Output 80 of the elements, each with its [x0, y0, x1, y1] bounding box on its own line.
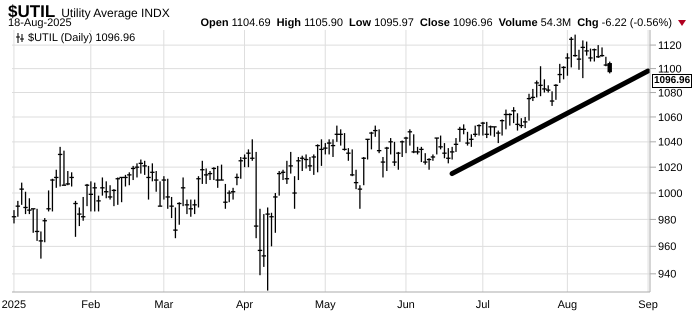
candlestick: [230, 187, 236, 200]
y-tick-label: 1120: [658, 40, 682, 52]
candlestick: [554, 83, 558, 100]
candlestick: [515, 112, 520, 132]
x-tick-label: 2025: [2, 298, 26, 311]
candlestick: [173, 206, 178, 239]
candlestick: [223, 183, 228, 210]
candlestick: [138, 158, 144, 174]
candlestick: [446, 147, 450, 164]
y-tick-label: 1040: [658, 136, 682, 149]
y-tick-label: 1060: [658, 112, 682, 124]
x-tick-label: Aug: [558, 298, 578, 311]
candlestick: [492, 126, 497, 138]
y-tick-label: 960: [658, 241, 676, 254]
x-tick-label: Mar: [154, 298, 174, 311]
x-tick-label: Sep: [638, 298, 658, 311]
text: Close 1096.96: [420, 17, 493, 29]
x-tick-label: May: [314, 298, 336, 311]
candlestick: [569, 36, 574, 68]
text: High 1105.90: [276, 17, 344, 29]
text: Chg -6.22 (-0.56%): [577, 17, 672, 29]
candlestick: [92, 182, 97, 212]
candlestick: [538, 66, 543, 97]
text: Volume 54.3M: [498, 17, 572, 29]
candlestick: [511, 106, 516, 124]
candlestick: [400, 140, 404, 158]
candlestick: [334, 124, 340, 142]
candlestick: [62, 150, 66, 186]
y-tick-label: 1000: [658, 188, 682, 200]
candlestick: [284, 160, 290, 185]
candlestick: [200, 160, 205, 185]
y-tick-label: 1020: [658, 162, 682, 174]
candlestick: [596, 44, 600, 59]
y-tick-label: 940: [658, 268, 676, 281]
candlestick: [354, 169, 358, 190]
text: 18-Aug-2025: [8, 17, 72, 29]
candlestick: [526, 93, 532, 122]
text: 1096.96: [652, 74, 692, 88]
candlestick: [88, 180, 94, 212]
candlestick: [592, 48, 597, 62]
y-tick-label: 1080: [658, 87, 682, 100]
text: Low 1095.97: [349, 17, 414, 29]
x-tick-label: Apr: [236, 298, 254, 311]
candlestick: [338, 128, 343, 146]
candlestick: [458, 126, 462, 142]
candlestick: [16, 200, 20, 218]
candlestick: [519, 118, 524, 129]
candlestick: [134, 162, 140, 178]
candlestick: [19, 182, 24, 206]
candlestick: [419, 146, 424, 163]
candlestick: [600, 46, 604, 58]
candlestick: [461, 124, 466, 135]
x-tick-label: Jul: [476, 298, 490, 311]
candlestick: [522, 116, 528, 129]
candlestick: [42, 217, 47, 243]
candlestick: [158, 180, 162, 207]
x-tick-label: Feb: [81, 298, 100, 311]
candlestick: [454, 137, 458, 153]
y-tick-label: 980: [658, 214, 676, 226]
text: Open 1104.69: [200, 17, 271, 29]
candlestick: [608, 60, 612, 74]
candlestick: [100, 176, 105, 196]
candlestick: [104, 180, 108, 199]
chart-subtitle: Utility Average INDX: [61, 6, 170, 20]
candlestick: [238, 156, 243, 180]
candlestick: [476, 124, 482, 136]
candlestick: [488, 124, 493, 136]
candlestick: [376, 128, 382, 154]
legend-label: $UTIL (Daily) 1096.96: [28, 32, 136, 44]
candlestick: [180, 176, 186, 207]
candlestick: [308, 156, 312, 172]
candlestick: [408, 128, 412, 146]
candlestick: [469, 134, 474, 148]
y-tick-label: 1100: [658, 64, 682, 76]
candlestick: [484, 121, 489, 139]
candlestick: [480, 121, 486, 136]
candlestick: [116, 176, 120, 206]
candlestick: [188, 198, 193, 218]
candlestick: [296, 156, 301, 181]
x-tick-label: Jun: [397, 298, 415, 311]
